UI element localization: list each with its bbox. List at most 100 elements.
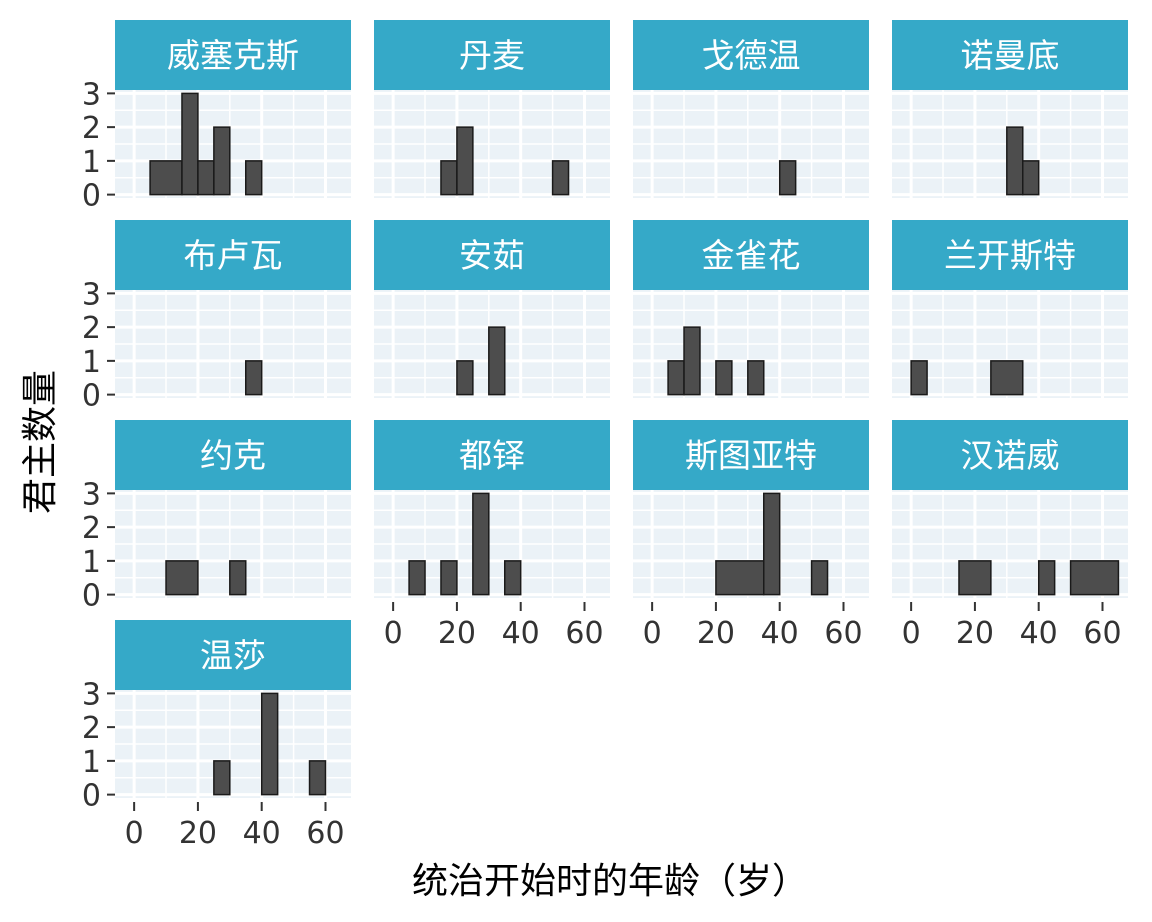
facet-panel: 斯图亚特 0 20 40 60 <box>633 420 869 651</box>
facet-panel: 丹麦 <box>374 20 610 198</box>
facet-strip-label: 汉诺威 <box>961 436 1060 475</box>
x-tick-label: 40 <box>1020 616 1058 651</box>
histogram-bar <box>504 560 522 596</box>
y-tick-label: 3 <box>82 277 101 312</box>
facet-strip <box>115 220 351 290</box>
x-tick-label: 60 <box>1083 616 1121 651</box>
facet-strip <box>892 20 1128 90</box>
y-tick-label: 0 <box>82 179 101 214</box>
facet-strip-label: 都铎 <box>459 436 525 475</box>
y-tick-label: 1 <box>82 345 101 380</box>
facet-panel: 诺曼底 <box>892 20 1128 198</box>
facet-strip <box>633 220 869 290</box>
y-tick-label: 3 <box>82 77 101 112</box>
facet-strip-label: 约克 <box>200 436 266 475</box>
histogram-bar <box>747 360 765 396</box>
histogram-bar <box>408 560 426 596</box>
x-tick-label: 0 <box>902 616 921 651</box>
facet-strip <box>115 620 351 690</box>
histogram-bar <box>763 492 781 596</box>
x-tick-label: 0 <box>643 616 662 651</box>
facet-panel: 都铎 0 20 40 60 <box>374 420 610 651</box>
facet-strip <box>115 20 351 90</box>
histogram-bar <box>1069 560 1120 596</box>
facet-panel: 戈德温 <box>633 20 869 198</box>
facet-panel: 安茹 <box>374 220 610 398</box>
x-tick-label: 40 <box>761 616 799 651</box>
facet-strip <box>115 420 351 490</box>
facet-strip-label: 安茹 <box>459 236 525 275</box>
x-tick-label: 20 <box>956 616 994 651</box>
histogram-bar <box>990 360 1024 396</box>
histogram-bar <box>1022 160 1040 196</box>
histogram-bar <box>149 160 183 196</box>
facet-strip <box>374 420 610 490</box>
x-tick-label: 40 <box>502 616 540 651</box>
facet-strip <box>374 20 610 90</box>
y-tick-label: 1 <box>82 745 101 780</box>
histogram-bar <box>440 160 458 196</box>
x-tick-label: 60 <box>565 616 603 651</box>
y-tick-label: 2 <box>82 711 101 746</box>
histogram-bar <box>810 560 829 596</box>
histogram-bar <box>456 360 474 396</box>
facet-strip <box>633 420 869 490</box>
x-tick-label: 20 <box>697 616 735 651</box>
histogram-bar <box>213 126 231 196</box>
histogram-bar <box>715 360 733 396</box>
x-tick-label: 0 <box>384 616 403 651</box>
y-tick-label: 0 <box>82 579 101 614</box>
x-tick-label: 20 <box>438 616 476 651</box>
histogram-bar <box>778 160 797 196</box>
facet-strip <box>633 20 869 90</box>
histogram-bar <box>197 160 215 196</box>
facet-strip-label: 戈德温 <box>702 36 801 75</box>
histogram-bar <box>683 326 701 396</box>
histogram-bar <box>213 760 231 796</box>
histogram-bar <box>1006 126 1024 196</box>
histogram-bar <box>245 160 263 196</box>
facet-strip-label: 斯图亚特 <box>685 436 817 475</box>
y-tick-label: 1 <box>82 145 101 180</box>
x-tick-label: 40 <box>243 816 281 851</box>
histogram-bar <box>958 560 992 596</box>
histogram-bar <box>245 360 263 396</box>
facet-panel: 金雀花 <box>633 220 869 398</box>
y-tick-label: 0 <box>82 779 101 814</box>
facet-strip-label: 兰开斯特 <box>944 236 1076 275</box>
histogram-bar <box>472 492 490 596</box>
histogram-bar <box>181 92 199 196</box>
y-tick-label: 3 <box>82 677 101 712</box>
y-tick-label: 2 <box>82 511 101 546</box>
histogram-bar <box>488 326 506 396</box>
y-tick-label: 1 <box>82 545 101 580</box>
facet-panel: 兰开斯特 <box>892 220 1128 398</box>
facet-strip-label: 威塞克斯 <box>167 36 299 75</box>
facet-strip-label: 金雀花 <box>702 236 801 275</box>
facet-strip-label: 诺曼底 <box>961 36 1060 75</box>
histogram-bar <box>308 760 327 796</box>
histogram-bar <box>165 560 199 596</box>
facet-strip <box>892 220 1128 290</box>
histogram-bar <box>260 692 279 796</box>
x-tick-label: 0 <box>125 816 144 851</box>
histogram-bar <box>715 560 765 596</box>
facet-strip-label: 丹麦 <box>459 36 525 75</box>
histogram-bar <box>667 360 685 396</box>
x-tick-label: 20 <box>179 816 217 851</box>
facet-strip <box>892 420 1128 490</box>
histogram-bar <box>910 360 928 396</box>
histogram-bar <box>229 560 247 596</box>
histogram-bar <box>456 126 474 196</box>
x-tick-label: 60 <box>306 816 344 851</box>
histogram-bar <box>1037 560 1056 596</box>
y-axis-label: 君主数量 <box>20 370 61 514</box>
histogram-bar <box>551 160 570 196</box>
y-tick-label: 2 <box>82 311 101 346</box>
histogram-bar <box>440 560 458 596</box>
